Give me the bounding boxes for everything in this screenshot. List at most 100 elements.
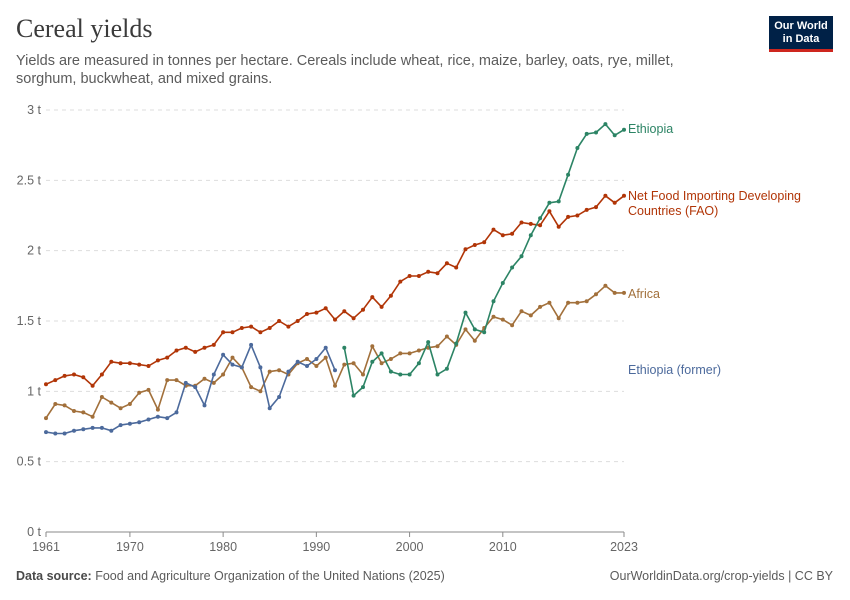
series-label: Countries (FAO): [628, 204, 718, 218]
x-tick-label: 1970: [116, 540, 144, 554]
data-point: [62, 373, 67, 378]
data-point: [267, 326, 272, 330]
x-tick-label: 1990: [302, 540, 330, 554]
data-point: [81, 427, 86, 432]
data-point: [314, 364, 319, 368]
data-point: [594, 205, 598, 210]
data-point: [305, 312, 309, 316]
series-label: Net Food Importing Developing: [628, 189, 801, 203]
data-point: [528, 221, 533, 226]
data-point: [435, 344, 440, 349]
data-point: [584, 299, 589, 304]
data-point: [500, 281, 505, 285]
data-point: [165, 355, 170, 360]
data-point: [81, 375, 86, 380]
data-point: [416, 348, 421, 353]
data-point: [584, 207, 589, 212]
data-point: [454, 341, 459, 346]
data-point: [370, 344, 375, 349]
y-tick-label: 1.5 t: [17, 314, 42, 328]
data-point: [53, 378, 58, 383]
data-point: [230, 355, 235, 360]
data-point: [407, 372, 412, 377]
data-point: [454, 265, 459, 270]
data-point: [314, 310, 319, 315]
data-point: [547, 209, 552, 214]
source-url-link[interactable]: OurWorldinData.org/crop-yields | CC BY: [609, 569, 833, 583]
x-tick-label: 2000: [396, 540, 424, 554]
data-point: [612, 290, 617, 295]
data-point: [137, 420, 142, 425]
data-point: [249, 385, 254, 390]
data-point: [444, 261, 449, 266]
data-point: [426, 269, 431, 274]
series-line: [45, 285, 624, 419]
y-tick-label: 0 t: [27, 525, 41, 539]
x-tick-label: 2023: [610, 540, 638, 554]
data-point: [202, 403, 207, 408]
chart-subtitle: Yields are measured in tonnes per hectar…: [16, 53, 674, 87]
data-point: [379, 361, 384, 366]
data-point: [594, 130, 598, 135]
data-point: [118, 361, 123, 366]
data-point: [155, 407, 160, 412]
data-point: [109, 400, 114, 405]
data-point: [351, 361, 356, 366]
data-point: [62, 431, 67, 436]
data-point: [81, 410, 86, 415]
data-point: [44, 382, 48, 387]
data-source-label: Data source:: [16, 569, 92, 583]
data-point: [416, 361, 421, 366]
data-point: [72, 428, 76, 433]
data-point: [146, 387, 151, 392]
data-point: [258, 389, 263, 394]
data-point: [538, 304, 543, 309]
x-tick-label: 1980: [209, 540, 237, 554]
data-point: [277, 319, 282, 323]
series-label: Ethiopia (former): [628, 363, 721, 377]
data-point: [109, 359, 114, 364]
data-point: [239, 365, 244, 370]
data-point: [249, 324, 254, 329]
data-source-text: Food and Agriculture Organization of the…: [95, 569, 445, 583]
data-point: [99, 425, 104, 430]
data-point: [72, 409, 76, 413]
data-point: [519, 220, 524, 225]
data-point: [323, 345, 328, 350]
data-point: [500, 317, 505, 322]
data-point: [90, 383, 95, 388]
data-point: [379, 351, 384, 356]
data-point: [594, 292, 598, 297]
data-point: [333, 368, 337, 373]
data-point: [361, 307, 365, 312]
data-point: [472, 327, 477, 332]
data-point: [183, 345, 188, 350]
data-point: [379, 304, 384, 309]
data-point: [211, 380, 216, 385]
data-point: [528, 313, 533, 318]
data-point: [426, 340, 431, 345]
series-label: Africa: [628, 287, 660, 301]
data-point: [137, 390, 142, 395]
data-point: [174, 348, 179, 353]
logo-line-2: in Data: [782, 33, 820, 45]
data-point: [323, 306, 328, 311]
y-tick-label: 0.5 t: [17, 455, 42, 469]
series-line: [343, 123, 625, 397]
data-point: [286, 369, 291, 374]
data-point: [295, 359, 300, 364]
data-point: [174, 378, 179, 383]
owid-logo[interactable]: Our World in Data: [769, 16, 833, 52]
x-tick-label: 1961: [32, 540, 60, 554]
data-point: [500, 233, 505, 238]
data-point: [277, 368, 282, 373]
data-point: [305, 364, 309, 368]
data-point: [584, 131, 589, 136]
data-point: [137, 362, 142, 367]
data-point: [370, 295, 375, 300]
data-point: [566, 300, 571, 305]
data-point: [127, 361, 132, 366]
data-point: [118, 406, 123, 411]
data-point: [491, 299, 496, 304]
